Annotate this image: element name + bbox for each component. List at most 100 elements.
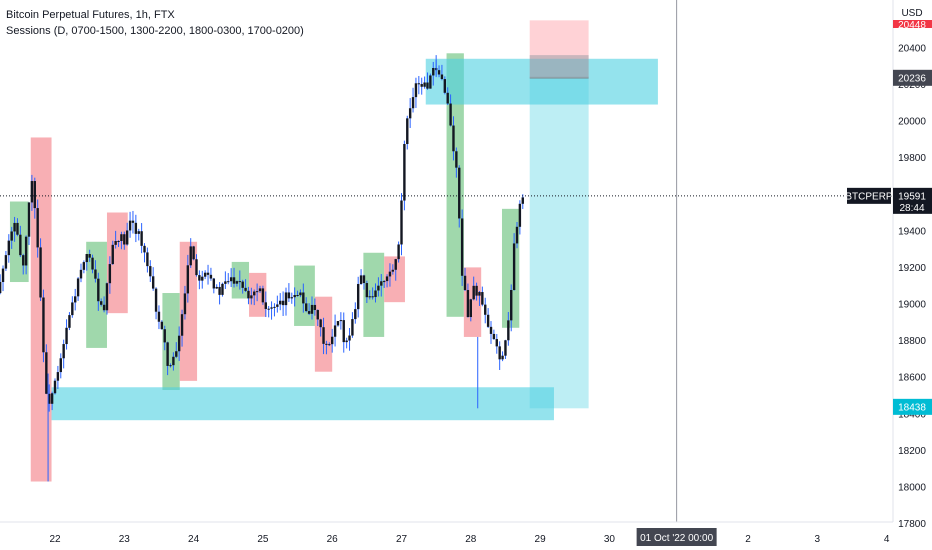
price-tick-label: 18800 bbox=[898, 336, 926, 347]
session-box-13 bbox=[463, 267, 482, 337]
candle-body-161 bbox=[449, 103, 452, 126]
candle-body-182 bbox=[510, 290, 513, 321]
candle-body-165 bbox=[460, 218, 464, 276]
candle-body-42 bbox=[105, 283, 109, 311]
candle-body-136 bbox=[377, 285, 380, 291]
candle-body-10 bbox=[13, 222, 16, 232]
candle-body-83 bbox=[224, 281, 227, 284]
candle-body-89 bbox=[241, 281, 244, 288]
candle-body-35 bbox=[85, 254, 88, 263]
candle-body-33 bbox=[79, 269, 83, 279]
candle-body-46 bbox=[117, 240, 120, 242]
candle-body-173 bbox=[484, 304, 487, 315]
candle-body-109 bbox=[299, 292, 302, 296]
candle-body-100 bbox=[273, 306, 276, 308]
zone-high-tag-text: 20236 bbox=[898, 73, 926, 84]
candle-body-73 bbox=[195, 259, 198, 276]
candle-body-84 bbox=[227, 281, 230, 283]
candle-body-19 bbox=[39, 247, 42, 298]
candle-body-80 bbox=[215, 286, 218, 289]
time-tick-label: 2 bbox=[745, 534, 751, 545]
candle-body-175 bbox=[489, 326, 493, 334]
candle-body-116 bbox=[319, 319, 322, 328]
last-price-tag-bg bbox=[893, 187, 932, 214]
candle-body-105 bbox=[287, 292, 291, 299]
time-tick-label: 26 bbox=[327, 534, 339, 545]
candle-body-38 bbox=[94, 269, 97, 279]
candle-body-72 bbox=[192, 246, 195, 260]
candle-body-121 bbox=[333, 325, 337, 337]
candle-body-64 bbox=[169, 365, 172, 367]
time-tick-label: 22 bbox=[49, 534, 61, 545]
candle-body-135 bbox=[374, 290, 377, 298]
candle-body-82 bbox=[221, 283, 224, 295]
candle-body-21 bbox=[45, 352, 48, 394]
candle-body-47 bbox=[120, 234, 123, 241]
candle-body-144 bbox=[400, 200, 403, 245]
candle-body-91 bbox=[247, 290, 250, 299]
cursor-date-text: 01 Oct '22 00:00 bbox=[640, 533, 714, 544]
candle-body-69 bbox=[183, 293, 187, 315]
time-tick-label: 27 bbox=[396, 534, 408, 545]
candle-body-79 bbox=[212, 278, 216, 289]
candle-body-59 bbox=[154, 288, 158, 312]
candle-body-103 bbox=[281, 300, 285, 306]
candle-body-25 bbox=[56, 372, 60, 381]
candle-body-87 bbox=[235, 281, 239, 284]
candle-body-12 bbox=[19, 234, 22, 256]
candle-body-48 bbox=[123, 234, 126, 245]
candle-body-102 bbox=[279, 300, 282, 305]
candle-body-169 bbox=[472, 285, 475, 300]
candle-body-81 bbox=[218, 286, 221, 295]
candle-body-27 bbox=[62, 344, 65, 359]
candle-body-26 bbox=[59, 358, 62, 373]
candle-body-15 bbox=[27, 202, 31, 237]
candle-body-140 bbox=[388, 271, 392, 277]
candle-body-56 bbox=[146, 252, 149, 267]
chart-title: Bitcoin Perpetual Futures, 1h, FTX bbox=[6, 9, 175, 21]
candle-body-52 bbox=[134, 222, 138, 234]
candle-body-28 bbox=[65, 327, 68, 345]
candle-body-171 bbox=[478, 292, 481, 296]
candle-body-99 bbox=[270, 307, 273, 309]
candle-body-70 bbox=[186, 265, 190, 294]
candle-body-50 bbox=[128, 220, 132, 231]
candle-body-92 bbox=[250, 295, 253, 299]
candle-body-148 bbox=[411, 97, 415, 109]
candle-body-119 bbox=[328, 344, 331, 346]
candle-body-17 bbox=[33, 181, 36, 209]
candle-body-32 bbox=[76, 278, 80, 297]
candle-body-164 bbox=[458, 167, 461, 219]
candle-body-63 bbox=[166, 342, 169, 366]
zones bbox=[51, 20, 658, 421]
candle-body-8 bbox=[7, 240, 10, 256]
price-tick-label: 19000 bbox=[898, 300, 926, 311]
symbol-tag-text: BTCPERP bbox=[845, 191, 893, 202]
candle-body-40 bbox=[100, 301, 103, 305]
candle-body-124 bbox=[342, 320, 345, 343]
candle-body-97 bbox=[264, 302, 267, 309]
price-tick-label: 19800 bbox=[898, 153, 926, 164]
candle-body-186 bbox=[521, 197, 524, 204]
candle-body-155 bbox=[432, 67, 435, 76]
candle-body-88 bbox=[238, 281, 241, 283]
time-tick-label: 30 bbox=[604, 534, 616, 545]
candle-body-151 bbox=[420, 84, 423, 87]
candle-body-90 bbox=[244, 287, 247, 291]
candle-body-177 bbox=[495, 339, 498, 347]
top-partial-text: 20448 bbox=[898, 20, 926, 31]
session-box-5 bbox=[179, 241, 198, 381]
candle-body-76 bbox=[203, 272, 207, 277]
candle-body-9 bbox=[10, 231, 13, 241]
candle-body-132 bbox=[365, 283, 369, 298]
price-tick-label: 18000 bbox=[898, 483, 926, 494]
candle-body-75 bbox=[201, 276, 204, 281]
candle-body-11 bbox=[16, 222, 19, 235]
time-tick-label: 4 bbox=[884, 534, 890, 545]
candle-body-181 bbox=[507, 320, 510, 341]
candle-body-22 bbox=[48, 393, 51, 404]
candle-body-78 bbox=[209, 274, 213, 279]
candle-body-115 bbox=[316, 310, 319, 320]
candle-body-95 bbox=[258, 288, 262, 292]
